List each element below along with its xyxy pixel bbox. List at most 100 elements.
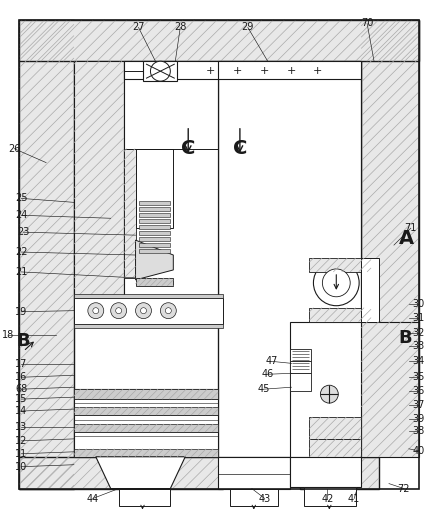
Circle shape — [111, 303, 127, 319]
Bar — [124, 149, 136, 278]
Text: +: + — [260, 66, 269, 76]
Text: 28: 28 — [174, 22, 186, 33]
Bar — [139, 231, 170, 235]
Circle shape — [140, 308, 146, 313]
Text: C: C — [181, 139, 195, 158]
Bar — [361, 258, 379, 322]
Bar — [218, 61, 361, 457]
Text: A: A — [399, 229, 414, 248]
Text: 37: 37 — [413, 400, 425, 410]
Bar — [139, 219, 170, 223]
Text: 16: 16 — [15, 372, 27, 383]
Bar — [124, 61, 361, 79]
Text: 42: 42 — [321, 494, 334, 503]
Bar — [139, 237, 170, 241]
Bar — [289, 361, 311, 373]
Text: 27: 27 — [132, 22, 145, 33]
Text: 30: 30 — [413, 299, 425, 309]
Bar — [139, 213, 170, 217]
Bar — [74, 389, 218, 457]
Text: 72: 72 — [398, 484, 410, 494]
Text: 29: 29 — [242, 22, 254, 33]
Bar — [74, 61, 124, 310]
Text: 46: 46 — [262, 370, 274, 379]
Circle shape — [88, 303, 104, 319]
Text: 70: 70 — [361, 19, 373, 29]
Text: 10: 10 — [15, 462, 27, 472]
Text: 40: 40 — [413, 446, 425, 456]
Bar — [289, 322, 361, 457]
Bar — [305, 487, 356, 507]
Bar — [361, 20, 419, 402]
Text: 43: 43 — [259, 494, 271, 503]
Bar — [139, 201, 170, 206]
Circle shape — [322, 269, 350, 297]
Text: +: + — [206, 66, 215, 76]
Text: 71: 71 — [405, 223, 417, 233]
Text: 15: 15 — [15, 394, 28, 404]
Bar — [289, 349, 311, 361]
Bar — [139, 243, 170, 247]
Circle shape — [93, 308, 99, 313]
Bar — [310, 308, 371, 322]
Circle shape — [320, 385, 338, 403]
Bar — [124, 61, 218, 300]
Bar — [230, 488, 278, 507]
Text: 45: 45 — [257, 384, 270, 394]
Bar — [19, 457, 223, 488]
Bar — [218, 457, 289, 488]
Circle shape — [116, 308, 122, 313]
Text: 19: 19 — [15, 307, 27, 317]
Polygon shape — [289, 457, 361, 487]
Bar — [300, 457, 379, 488]
Text: 38: 38 — [413, 426, 425, 436]
Text: 12: 12 — [15, 436, 28, 446]
Bar — [19, 20, 74, 488]
Text: 68: 68 — [15, 384, 27, 394]
Text: +: + — [233, 66, 243, 76]
Text: 36: 36 — [413, 386, 425, 396]
Polygon shape — [96, 457, 185, 488]
Bar — [19, 20, 419, 61]
Bar — [310, 439, 361, 457]
Circle shape — [165, 308, 171, 313]
Text: 25: 25 — [15, 194, 28, 203]
Bar — [361, 322, 419, 457]
Text: 39: 39 — [413, 414, 425, 424]
Text: 23: 23 — [17, 227, 29, 237]
Circle shape — [161, 303, 176, 319]
Bar — [119, 488, 170, 507]
Text: 21: 21 — [15, 267, 28, 277]
Bar — [74, 294, 223, 298]
Bar — [74, 298, 223, 324]
Text: B: B — [17, 333, 30, 350]
Bar — [139, 225, 170, 229]
Bar — [310, 417, 361, 439]
Bar — [74, 424, 218, 432]
Circle shape — [314, 260, 359, 306]
Bar — [310, 457, 361, 479]
Text: +: + — [313, 66, 322, 76]
Text: 22: 22 — [15, 247, 28, 257]
Bar — [136, 149, 173, 228]
Bar — [74, 389, 218, 399]
Text: C: C — [233, 139, 247, 158]
Bar — [310, 258, 371, 272]
Bar — [289, 373, 311, 391]
Text: 26: 26 — [8, 144, 21, 154]
Circle shape — [136, 303, 152, 319]
Text: 31: 31 — [413, 312, 425, 323]
Bar — [74, 449, 218, 457]
Text: 47: 47 — [265, 357, 278, 366]
Bar — [136, 278, 173, 286]
Text: 33: 33 — [413, 342, 425, 351]
Text: 11: 11 — [15, 449, 27, 459]
Text: +: + — [287, 66, 296, 76]
Text: 41: 41 — [348, 494, 360, 503]
Text: 14: 14 — [15, 406, 27, 416]
Text: 35: 35 — [413, 372, 425, 383]
Text: 34: 34 — [413, 357, 425, 366]
Text: 18: 18 — [2, 330, 14, 339]
Bar — [139, 249, 170, 253]
Text: 24: 24 — [15, 210, 28, 220]
